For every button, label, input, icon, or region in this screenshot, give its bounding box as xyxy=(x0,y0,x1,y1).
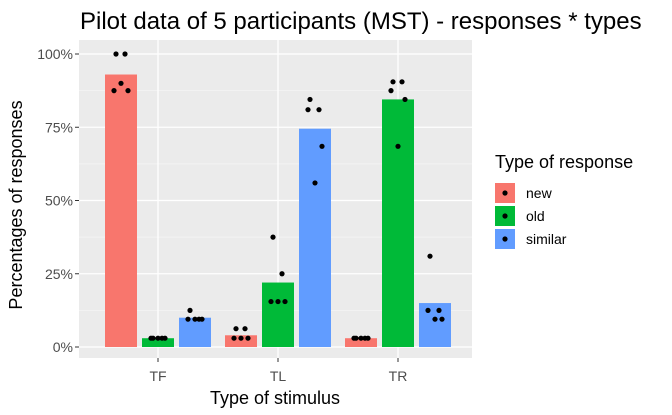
y-tick-label: 50% xyxy=(45,193,73,209)
legend-key-dot xyxy=(502,236,508,242)
data-point-old-TL xyxy=(275,298,281,305)
x-axis-title: Type of stimulus xyxy=(210,388,340,408)
x-tick-label: TR xyxy=(389,368,408,384)
legend-title: Type of response xyxy=(495,152,633,172)
data-point-new-TF xyxy=(122,51,128,57)
bar-new-TR xyxy=(345,338,377,347)
data-point-new-TL xyxy=(238,335,244,341)
bar-new-TL xyxy=(225,335,257,347)
data-point-new-TL xyxy=(233,326,239,332)
data-point-similar-TR xyxy=(432,316,438,322)
data-point-similar-TL xyxy=(316,107,322,113)
data-point-old-TL xyxy=(279,271,285,277)
data-point-similar-TL xyxy=(312,180,318,186)
data-point-similar-TL xyxy=(319,143,325,149)
data-point-similar-TR xyxy=(427,253,433,259)
data-point-similar-TF xyxy=(192,316,198,322)
data-point-old-TR xyxy=(399,79,405,85)
data-point-similar-TL xyxy=(307,96,313,103)
legend-key-dot xyxy=(502,213,508,219)
y-tick-label: 75% xyxy=(45,119,73,135)
bar-new-TF xyxy=(105,74,137,347)
bar-old-TL xyxy=(262,282,294,347)
data-point-old-TR xyxy=(402,96,408,103)
bar-old-TR xyxy=(382,99,414,347)
data-point-old-TL xyxy=(282,298,288,305)
chart-title: Pilot data of 5 participants (MST) - res… xyxy=(80,8,642,35)
data-point-similar-TL xyxy=(305,107,311,113)
data-point-old-TL xyxy=(270,234,276,240)
data-point-old-TR xyxy=(388,88,394,94)
x-tick-label: TF xyxy=(149,368,166,384)
x-tick-label: TL xyxy=(270,368,287,384)
data-point-similar-TF xyxy=(185,316,191,322)
data-point-new-TL xyxy=(242,326,248,332)
data-point-old-TF xyxy=(162,335,168,341)
data-point-old-TF xyxy=(155,335,161,341)
y-tick-label: 25% xyxy=(45,266,73,282)
data-point-new-TR xyxy=(351,335,357,341)
data-point-old-TR xyxy=(395,143,401,149)
data-point-new-TR xyxy=(365,335,371,341)
data-point-similar-TR xyxy=(436,307,442,313)
data-point-new-TF xyxy=(118,80,124,86)
bar-similar-TL xyxy=(299,128,331,347)
data-point-similar-TR xyxy=(425,307,431,313)
data-point-new-TL xyxy=(245,335,251,341)
points-layer xyxy=(111,51,445,341)
y-axis-title: Percentages of responses xyxy=(6,100,26,309)
x-axis: TF TL TR xyxy=(149,358,407,384)
legend-label-new: new xyxy=(526,185,553,201)
data-point-new-TR xyxy=(358,335,364,341)
data-point-new-TF xyxy=(113,51,119,57)
data-point-new-TF xyxy=(125,88,131,94)
legend-label-old: old xyxy=(526,208,545,224)
y-tick-label: 0% xyxy=(53,339,73,355)
data-point-new-TL xyxy=(231,335,237,341)
data-point-old-TL xyxy=(268,298,274,305)
data-point-similar-TF xyxy=(199,316,205,322)
bars-layer xyxy=(105,74,451,347)
legend: Type of response new old similar xyxy=(495,152,633,249)
legend-key-dot xyxy=(502,190,508,196)
bar-similar-TR xyxy=(419,303,451,347)
legend-label-similar: similar xyxy=(526,231,567,247)
data-point-new-TF xyxy=(111,88,117,94)
data-point-similar-TR xyxy=(439,316,445,322)
y-tick-label: 100% xyxy=(37,46,73,62)
data-point-old-TR xyxy=(390,79,396,85)
bar-similar-TF xyxy=(179,317,211,347)
data-point-old-TF xyxy=(148,335,154,341)
bar-old-TF xyxy=(142,338,174,347)
y-axis: 0% 25% 50% 75% 100% xyxy=(37,46,79,355)
data-point-similar-TF xyxy=(187,307,193,313)
